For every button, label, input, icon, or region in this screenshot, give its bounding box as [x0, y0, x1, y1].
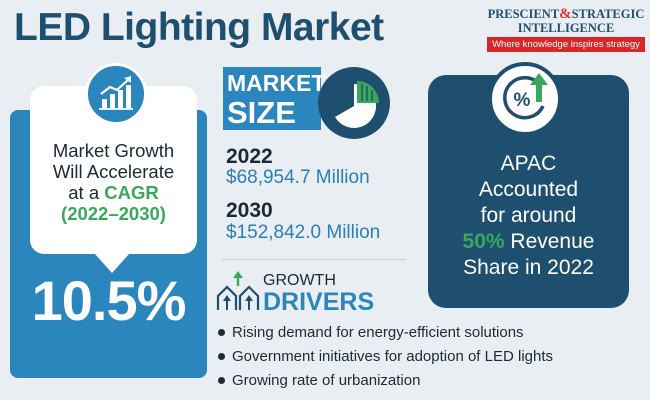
cagr-description: Market Growth Will Accelerate at a CAGR … [32, 140, 195, 224]
market-value-2030: $152,842.0 Million [226, 222, 381, 243]
logo-word-intelligence: INTELLIGENCE [517, 21, 615, 35]
apac-line-3: for around [480, 204, 577, 227]
logo-ampersand: & [559, 6, 572, 22]
market-size-label-bottom: SIZE [227, 95, 296, 130]
market-year-2022: 2022 [226, 145, 273, 168]
growth-drivers-label-bottom: DRIVERS [263, 288, 375, 316]
apac-statement: APAC Accounted for around 50% Revenue Sh… [432, 151, 625, 281]
apac-line-2: Accounted [478, 178, 579, 201]
apac-line-4-rest: Revenue [504, 230, 595, 253]
apac-share-value: 50% [462, 230, 505, 253]
growth-chart-icon [85, 63, 147, 125]
market-year-2030: 2030 [226, 199, 273, 222]
driver-text: Government initiatives for adoption of L… [232, 348, 553, 365]
company-logo: PRESCIENT&STRATEGIC INTELLIGENCE Where k… [487, 6, 645, 64]
market-size-badge [223, 67, 321, 130]
driver-item: Government initiatives for adoption of L… [218, 348, 553, 365]
cagr-line-3-prefix: at a [68, 182, 105, 203]
market-size-label-top: MARKET [227, 70, 326, 96]
growth-houses-icon [216, 270, 262, 314]
callout-pointer [95, 254, 129, 273]
growth-drivers-label-top: GROWTH [263, 272, 336, 289]
cagr-line-1: Market Growth [52, 140, 175, 161]
section-divider [222, 259, 406, 260]
page-title: LED Lighting Market [14, 6, 384, 49]
apac-line-1: APAC [500, 152, 557, 175]
logo-word-strategic: STRATEGIC [571, 7, 645, 21]
cagr-value: 10.5% [31, 269, 187, 332]
percent-symbol: % [514, 90, 531, 111]
logo-word-prescient: PRESCIENT [487, 7, 560, 21]
driver-item: Rising demand for energy-efficient solut… [218, 324, 524, 341]
apac-line-5: Share in 2022 [463, 256, 594, 279]
market-value-2022: $68,954.7 Million [226, 167, 370, 188]
cagr-period: (2022–2030) [61, 203, 166, 224]
cagr-line-2: Will Accelerate [52, 161, 175, 182]
percent-arrow-icon: % [488, 62, 562, 136]
driver-text: Growing rate of urbanization [232, 372, 421, 389]
bullet-icon [218, 328, 225, 336]
cagr-highlight: CAGR [104, 182, 159, 203]
driver-item: Growing rate of urbanization [218, 372, 420, 389]
driver-text: Rising demand for energy-efficient solut… [232, 324, 524, 341]
logo-tagline: Where knowledge inspires strategy [487, 37, 645, 52]
bullet-icon [218, 352, 225, 360]
bullet-icon [218, 376, 225, 384]
pie-chart-icon [318, 67, 390, 139]
